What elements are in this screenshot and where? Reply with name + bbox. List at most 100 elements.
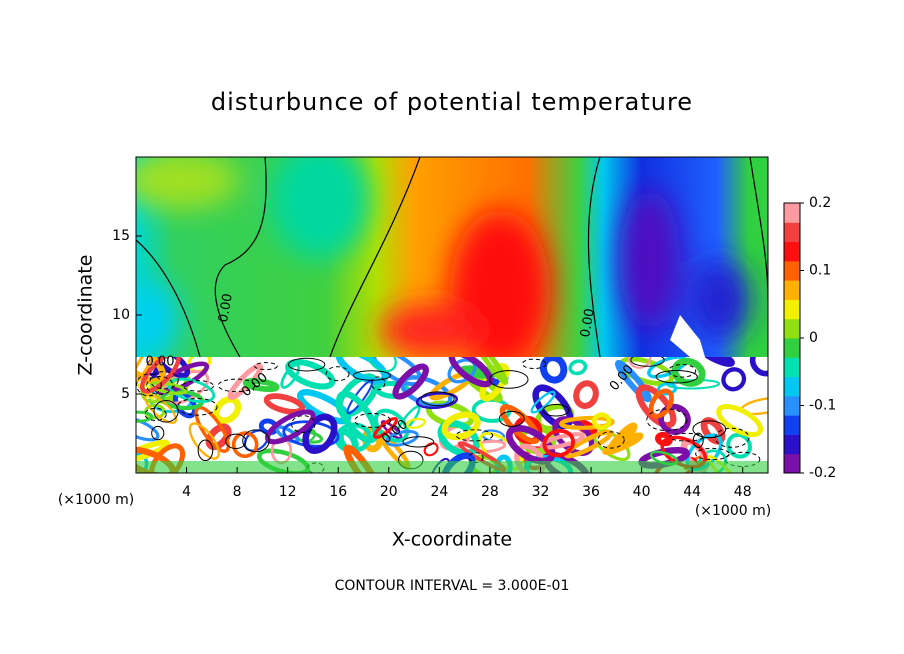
- field-blob: [505, 424, 556, 465]
- field-blob: [144, 393, 178, 424]
- y-tick-label: 15: [112, 228, 130, 244]
- field-blob: [225, 433, 247, 449]
- colorbar-tick-label: 0: [809, 330, 818, 346]
- field-blob: [614, 359, 652, 403]
- field-blob: [568, 359, 588, 376]
- field-blob: [724, 451, 761, 467]
- colorbar-swatch: [784, 318, 800, 339]
- field-blob: [139, 357, 181, 394]
- field-blob: [542, 428, 576, 458]
- field-blob: [498, 410, 525, 427]
- field-blob: [242, 378, 280, 393]
- field-blob: [254, 362, 278, 371]
- field-blob: [630, 357, 665, 367]
- field-blob: [265, 409, 316, 445]
- field-blob: [213, 396, 242, 424]
- x-tick-label: 44: [683, 484, 701, 500]
- field-blob: [336, 390, 379, 444]
- field-blob: [205, 423, 232, 451]
- field-blob: [197, 439, 214, 462]
- x-tick-label: 20: [380, 484, 398, 500]
- field-blob: [372, 416, 399, 439]
- field-blob: [542, 403, 570, 417]
- field-upper: [136, 157, 768, 357]
- chart-title: disturbunce of potential temperature: [211, 88, 693, 116]
- colorbar-tick-label: -0.1: [809, 398, 836, 414]
- field-blob: [701, 357, 735, 367]
- field-blob: [627, 357, 652, 369]
- field-blob: [539, 357, 568, 384]
- colorbar-swatch: [784, 241, 800, 262]
- field-blob: [370, 376, 386, 391]
- colorbar-swatch: [784, 357, 800, 378]
- field-blob: [405, 417, 426, 429]
- field-blob: [325, 366, 350, 382]
- field-blob: [151, 425, 165, 441]
- field-blob: [455, 429, 494, 442]
- x-tick-label: 36: [582, 484, 600, 500]
- colorbar-swatch: [784, 280, 800, 300]
- field-blob: [136, 357, 162, 388]
- field-blob: [149, 371, 179, 390]
- field-blob: [714, 427, 750, 448]
- field-blob: [521, 358, 547, 370]
- field-blob: [489, 370, 529, 389]
- field-blob: [695, 447, 730, 461]
- contour-label: 0.00: [216, 292, 236, 323]
- field-blob: [573, 380, 599, 409]
- x-tick-label: 32: [532, 484, 550, 500]
- field-blob: [655, 369, 698, 384]
- x-tick-label: 48: [734, 484, 752, 500]
- field-blob: [263, 393, 305, 415]
- y-tick-label: 5: [121, 386, 130, 402]
- field-lower: [136, 357, 768, 473]
- x-tick-label: 24: [430, 484, 448, 500]
- field-blob: [716, 404, 764, 438]
- field-blob: [392, 363, 429, 400]
- colorbar-swatch: [784, 338, 800, 358]
- field-blob: [441, 411, 481, 441]
- colorbar-tick-label: 0.1: [809, 263, 831, 279]
- field-blob: [188, 422, 220, 460]
- colorbar-swatch: [784, 434, 800, 455]
- field-blob: [530, 390, 556, 414]
- field-blob: [288, 357, 326, 372]
- colorbar-tick-label: 0.2: [809, 195, 831, 211]
- field-blob: [654, 431, 673, 447]
- colorbar-swatch: [784, 376, 800, 397]
- field-blob: [402, 436, 435, 448]
- y-tick-label: 10: [112, 307, 130, 323]
- x-tick-label: 12: [279, 484, 297, 500]
- field-blob: [602, 432, 644, 456]
- colorbar-swatch: [784, 203, 800, 223]
- field-blob: [144, 407, 167, 421]
- field-blob: [749, 357, 768, 377]
- field-blob: [532, 384, 574, 430]
- field-blob: [423, 442, 439, 457]
- field-blob: [539, 432, 586, 450]
- colorbar-swatch: [784, 299, 800, 320]
- field-blob: [176, 398, 218, 416]
- field-blob: [646, 408, 688, 432]
- x-tick-label: 40: [633, 484, 651, 500]
- field-blob: [591, 412, 612, 431]
- field-blob: [420, 391, 455, 407]
- footer-note: CONTOUR INTERVAL = 3.000E-01: [335, 578, 570, 594]
- contour-label: 0.00: [146, 355, 175, 370]
- field-strip: [136, 461, 768, 473]
- contour-label: 0.00: [578, 307, 598, 338]
- field-blob: [354, 412, 391, 428]
- colorbar-swatch: [784, 260, 800, 281]
- x-unit-label: (×1000 m): [58, 492, 134, 508]
- field-blob: [335, 357, 389, 385]
- x-axis-label: X-coordinate: [392, 529, 512, 551]
- field-blob: [692, 432, 704, 448]
- field-blob: [635, 384, 677, 429]
- field-blob: [563, 429, 614, 459]
- field-blob: [472, 357, 509, 386]
- field-blob: [291, 415, 316, 433]
- colorbar-swatch: [784, 222, 800, 243]
- colorbar-swatch: [784, 453, 800, 474]
- colorbar-swatch: [784, 415, 800, 435]
